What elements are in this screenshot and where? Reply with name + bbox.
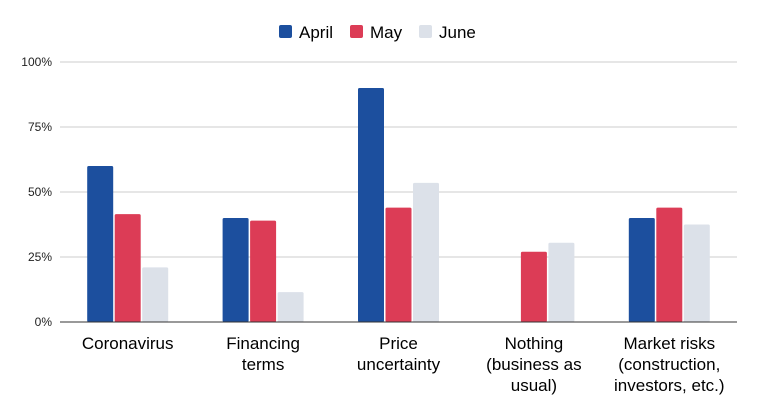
legend: April May June (279, 23, 476, 42)
legend-label: June (439, 23, 476, 42)
y-axis: 0% 25% 50% 75% 100% (21, 55, 52, 329)
bar (385, 207, 412, 322)
bar (250, 220, 277, 322)
legend-swatch (279, 25, 292, 38)
x-tick-label-line: terms (242, 355, 285, 374)
bar (683, 224, 710, 322)
x-tick-label: Financing terms (226, 334, 300, 374)
bar (413, 182, 439, 322)
x-tick-label-line: Coronavirus (82, 334, 174, 353)
x-tick-label: Coronavirus (82, 334, 174, 353)
bar (548, 242, 575, 322)
x-tick-label: Nothing (business as usual) (486, 334, 581, 395)
x-tick-label-line: (construction, (618, 355, 720, 374)
x-tick-label-line: uncertainty (357, 355, 441, 374)
bar (520, 251, 547, 322)
bar (628, 218, 655, 322)
x-tick-label-line: Market risks (623, 334, 715, 353)
x-axis: Coronavirus Financing terms Price uncertaint… (60, 321, 737, 395)
bar (358, 88, 384, 322)
legend-swatch (419, 25, 432, 38)
y-tick-label: 75% (28, 120, 52, 134)
bar (142, 267, 169, 322)
bar (656, 207, 683, 322)
y-tick-label: 50% (28, 185, 52, 199)
bars (87, 88, 710, 322)
x-tick-label: Market risks (construction, investors, etc… (614, 334, 725, 395)
bar (87, 166, 114, 322)
x-tick-label-line: Financing (226, 334, 300, 353)
x-tick-label-line: investors, etc.) (614, 376, 725, 395)
bar (114, 214, 141, 322)
x-tick-label-line: usual) (511, 376, 557, 395)
x-tick-label-line: (business as (486, 355, 581, 374)
y-tick-label: 100% (21, 55, 52, 69)
legend-label: May (370, 23, 403, 42)
y-tick-label: 0% (35, 315, 53, 329)
bar (222, 218, 249, 322)
x-tick-label-line: Nothing (505, 334, 564, 353)
bar (277, 292, 304, 322)
y-tick-label: 25% (28, 250, 52, 264)
legend-swatch (350, 25, 363, 38)
x-tick-label: Price uncertainty (357, 334, 441, 374)
legend-label: April (299, 23, 333, 42)
x-tick-label-line: Price (379, 334, 418, 353)
